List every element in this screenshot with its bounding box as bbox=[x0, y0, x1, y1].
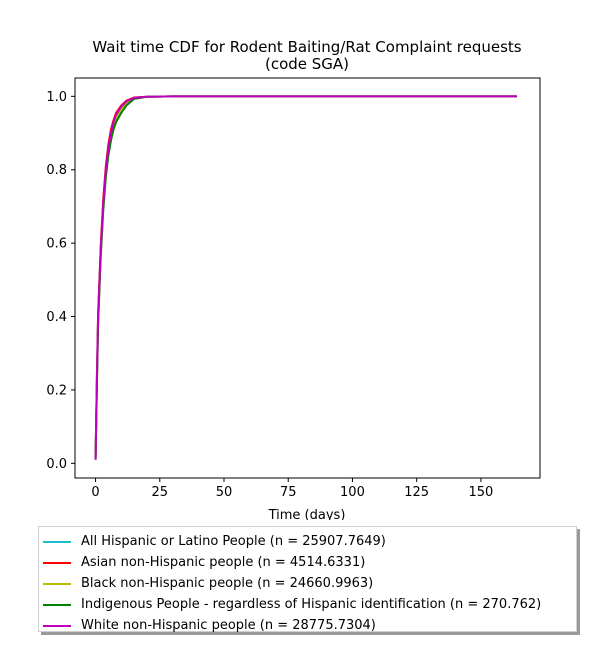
legend-label: White non-Hispanic people (n = 28775.730… bbox=[81, 618, 376, 633]
legend-label: Indigenous People - regardless of Hispan… bbox=[81, 597, 542, 612]
legend-item: Asian non-Hispanic people (n = 4514.6331… bbox=[43, 552, 570, 573]
legend-label: All Hispanic or Latino People (n = 25907… bbox=[81, 534, 386, 549]
x-axis-label: Time (days) bbox=[268, 508, 346, 520]
series-line-1 bbox=[94, 95, 517, 460]
plot-area-frame bbox=[74, 77, 541, 479]
y-tick-label: 1.0 bbox=[46, 90, 67, 105]
cdf-chart: Wait time CDF for Rodent Baiting/Rat Com… bbox=[46, 38, 541, 520]
series-line-4 bbox=[94, 95, 517, 460]
x-tick-label: 0 bbox=[91, 485, 99, 500]
legend-swatch bbox=[43, 603, 71, 606]
legend-label: Asian non-Hispanic people (n = 4514.6331… bbox=[81, 555, 366, 570]
y-tick-label: 0.6 bbox=[46, 237, 67, 252]
legend-item: All Hispanic or Latino People (n = 25907… bbox=[43, 531, 570, 552]
x-tick-label: 100 bbox=[340, 485, 365, 500]
series-line-3 bbox=[94, 95, 517, 460]
series-line-0 bbox=[94, 95, 517, 460]
legend-swatch bbox=[43, 582, 71, 585]
x-tick-label: 75 bbox=[280, 485, 297, 500]
chart-title-line-1: Wait time CDF for Rodent Baiting/Rat Com… bbox=[92, 38, 521, 56]
x-tick-label: 50 bbox=[216, 485, 233, 500]
legend-swatch bbox=[43, 561, 71, 564]
chart-title-line-2: (code SGA) bbox=[265, 55, 349, 73]
x-tick-label: 25 bbox=[152, 485, 169, 500]
y-tick-label: 0.2 bbox=[46, 383, 67, 398]
series-line-2 bbox=[94, 95, 517, 460]
legend-swatch bbox=[43, 540, 71, 543]
y-tick-label: 0.4 bbox=[46, 310, 67, 325]
legend-label: Black non-Hispanic people (n = 24660.996… bbox=[81, 576, 374, 591]
legend-item: White non-Hispanic people (n = 28775.730… bbox=[43, 615, 570, 636]
legend-swatch bbox=[43, 624, 71, 627]
x-tick-label: 150 bbox=[468, 485, 493, 500]
y-tick-label: 0.8 bbox=[46, 163, 67, 178]
y-tick-label: 0.0 bbox=[46, 457, 67, 472]
legend-item: Black non-Hispanic people (n = 24660.996… bbox=[43, 573, 570, 594]
chart-legend: All Hispanic or Latino People (n = 25907… bbox=[38, 526, 577, 633]
x-tick-label: 125 bbox=[404, 485, 429, 500]
legend-item: Indigenous People - regardless of Hispan… bbox=[43, 594, 570, 615]
